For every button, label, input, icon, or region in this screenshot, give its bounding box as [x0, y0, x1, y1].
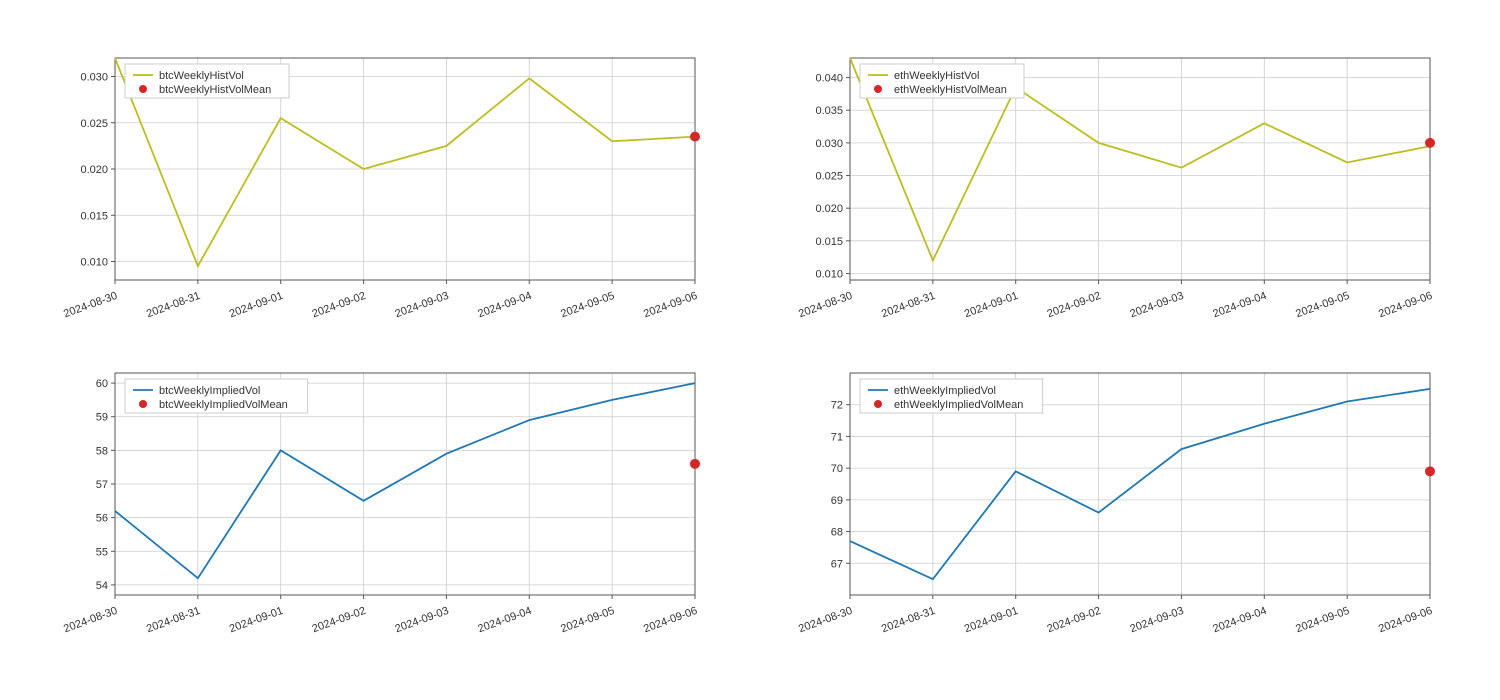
svg-text:2024-09-05: 2024-09-05	[559, 605, 616, 636]
chart-svg-eth-implied: 67 68 69 70 71 72 2024-08-30 2024-08-31 2024-09-…	[795, 365, 1440, 640]
svg-text:58: 58	[96, 445, 108, 457]
svg-text:56: 56	[96, 513, 108, 525]
svg-text:ethWeeklyImpliedVol: ethWeeklyImpliedVol	[894, 385, 996, 397]
svg-text:72: 72	[831, 400, 843, 412]
svg-text:0.025: 0.025	[80, 118, 108, 130]
svg-text:69: 69	[831, 495, 843, 507]
svg-text:2024-09-01: 2024-09-01	[963, 290, 1020, 321]
svg-text:55: 55	[96, 546, 108, 558]
svg-text:2024-08-30: 2024-08-30	[62, 605, 119, 636]
svg-text:ethWeeklyHistVolMean: ethWeeklyHistVolMean	[894, 84, 1007, 96]
svg-text:2024-09-03: 2024-09-03	[393, 290, 450, 321]
svg-text:54: 54	[96, 580, 108, 592]
svg-text:btcWeeklyImpliedVolMean: btcWeeklyImpliedVolMean	[159, 399, 288, 411]
svg-text:2024-09-01: 2024-09-01	[228, 290, 285, 321]
svg-text:70: 70	[831, 463, 843, 475]
svg-text:0.010: 0.010	[815, 268, 843, 280]
svg-text:2024-08-30: 2024-08-30	[797, 605, 854, 636]
svg-text:2024-09-02: 2024-09-02	[311, 290, 368, 321]
svg-text:2024-09-04: 2024-09-04	[1211, 605, 1268, 636]
svg-text:0.035: 0.035	[815, 105, 843, 117]
svg-text:2024-09-06: 2024-09-06	[1377, 605, 1434, 636]
svg-text:0.015: 0.015	[815, 236, 843, 248]
svg-text:2024-09-03: 2024-09-03	[393, 605, 450, 636]
svg-text:0.020: 0.020	[80, 164, 108, 176]
svg-text:2024-09-04: 2024-09-04	[1211, 290, 1268, 321]
svg-text:btcWeeklyImpliedVol: btcWeeklyImpliedVol	[159, 385, 260, 397]
panel-btc-implied: 54 55 56 57 58 59 60 2024-08-30 2024-08-31 2024-0…	[60, 365, 705, 640]
svg-text:2024-09-02: 2024-09-02	[311, 605, 368, 636]
svg-text:0.030: 0.030	[815, 138, 843, 150]
svg-text:2024-08-31: 2024-08-31	[145, 290, 202, 321]
svg-text:67: 67	[831, 558, 843, 570]
chart-svg-eth-hist: 0.010 0.015 0.020 0.025 0.030 0.035 0.040 2024-…	[795, 50, 1440, 325]
svg-text:0.025: 0.025	[815, 171, 843, 183]
svg-text:2024-08-30: 2024-08-30	[797, 290, 854, 321]
svg-text:2024-09-02: 2024-09-02	[1046, 290, 1103, 321]
svg-text:2024-09-04: 2024-09-04	[476, 290, 533, 321]
svg-text:2024-09-06: 2024-09-06	[642, 290, 699, 321]
chart-svg-btc-hist: 0.010 0.015 0.020 0.025 0.030 2024-08-30 2024-…	[60, 50, 705, 325]
panel-eth-hist: 0.010 0.015 0.020 0.025 0.030 0.035 0.040 2024-…	[795, 50, 1440, 325]
panel-eth-implied: 67 68 69 70 71 72 2024-08-30 2024-08-31 2024-09-…	[795, 365, 1440, 640]
svg-text:2024-09-05: 2024-09-05	[1294, 290, 1351, 321]
svg-text:59: 59	[96, 412, 108, 424]
svg-text:ethWeeklyHistVol: ethWeeklyHistVol	[894, 70, 979, 82]
svg-text:btcWeeklyHistVolMean: btcWeeklyHistVolMean	[159, 84, 271, 96]
svg-text:0.010: 0.010	[80, 257, 108, 269]
svg-text:btcWeeklyHistVol: btcWeeklyHistVol	[159, 70, 244, 82]
svg-text:2024-09-03: 2024-09-03	[1128, 290, 1185, 321]
svg-text:2024-09-02: 2024-09-02	[1046, 605, 1103, 636]
svg-text:2024-09-01: 2024-09-01	[228, 605, 285, 636]
chart-svg-btc-implied: 54 55 56 57 58 59 60 2024-08-30 2024-08-31 2024-0…	[60, 365, 705, 640]
svg-text:2024-09-06: 2024-09-06	[642, 605, 699, 636]
svg-text:71: 71	[831, 431, 843, 443]
svg-text:ethWeeklyImpliedVolMean: ethWeeklyImpliedVolMean	[894, 399, 1023, 411]
svg-text:0.040: 0.040	[815, 73, 843, 85]
panel-btc-hist: 0.010 0.015 0.020 0.025 0.030 2024-08-30 2024-…	[60, 50, 705, 325]
svg-text:2024-09-01: 2024-09-01	[963, 605, 1020, 636]
svg-text:2024-08-31: 2024-08-31	[145, 605, 202, 636]
svg-text:2024-09-05: 2024-09-05	[559, 290, 616, 321]
chart-grid: 0.010 0.015 0.020 0.025 0.030 2024-08-30 2024-…	[0, 0, 1500, 700]
svg-text:2024-09-06: 2024-09-06	[1377, 290, 1434, 321]
svg-text:60: 60	[96, 378, 108, 390]
svg-text:0.020: 0.020	[815, 203, 843, 215]
svg-text:2024-08-30: 2024-08-30	[62, 290, 119, 321]
svg-text:0.015: 0.015	[80, 210, 108, 222]
svg-text:2024-09-04: 2024-09-04	[476, 605, 533, 636]
svg-text:57: 57	[96, 479, 108, 491]
svg-text:2024-09-05: 2024-09-05	[1294, 605, 1351, 636]
svg-text:0.030: 0.030	[80, 72, 108, 84]
svg-text:68: 68	[831, 527, 843, 539]
svg-text:2024-08-31: 2024-08-31	[880, 290, 937, 321]
svg-text:2024-08-31: 2024-08-31	[880, 605, 937, 636]
svg-text:2024-09-03: 2024-09-03	[1128, 605, 1185, 636]
